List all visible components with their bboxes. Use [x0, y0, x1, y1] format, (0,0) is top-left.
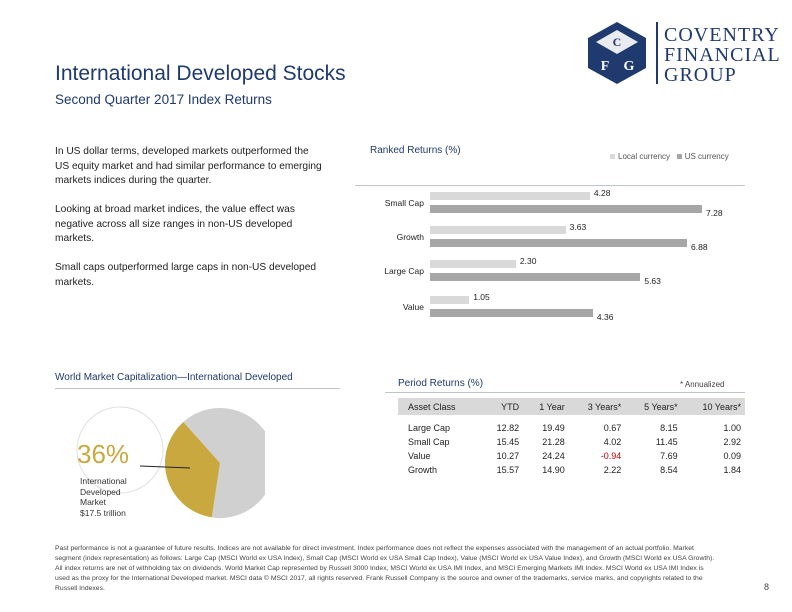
period-returns-title: Period Returns (%)	[398, 378, 484, 389]
table-cell: 24.24	[542, 451, 565, 461]
pie-slice-international	[165, 422, 220, 518]
table-cell: 21.28	[542, 437, 565, 447]
data-label: 1.05	[473, 292, 490, 302]
col-ytd: YTD	[481, 398, 524, 415]
legend-local-swatch	[610, 154, 615, 160]
table-row: Large Cap 12.82 19.49 0.67 8.15 1.00	[398, 415, 745, 435]
chart-legend: Local currency US currency	[610, 152, 729, 161]
data-label: 5.63	[644, 276, 661, 286]
col-3-years: 3 Years*	[568, 398, 626, 415]
footer-disclaimer: Past performance is not a guarantee of f…	[55, 545, 715, 592]
data-label: 2.30	[519, 256, 537, 266]
annualized-note: * Annualized	[680, 380, 725, 389]
table-cell: 15.57	[496, 465, 520, 475]
bar-local	[430, 192, 590, 200]
category-label: Large Cap	[384, 266, 424, 276]
table-row: Value 10.27 24.24 -0.94 7.69 0.09	[398, 449, 745, 463]
data-label: 4.28	[593, 188, 611, 198]
logo-line-1: COVENTRY	[664, 24, 780, 46]
category-label: Growth	[396, 232, 424, 242]
data-label: 4.36	[596, 312, 614, 322]
market-cap-label: International Developed Market $17.5 tri…	[80, 476, 127, 518]
data-label: 3.63	[569, 222, 587, 232]
period-returns-table: Asset Class YTD 1 Year 3 Years* 5 Years*…	[398, 398, 745, 477]
market-cap-percent: 36%	[77, 439, 129, 469]
table-cell: Growth	[408, 465, 438, 475]
body-paragraph-1: In US dollar terms, developed markets ou…	[55, 146, 322, 186]
body-paragraph-3: Small caps outperformed large caps in no…	[55, 262, 317, 288]
table-header-row: Asset Class YTD 1 Year 3 Years* 5 Years*…	[398, 398, 745, 415]
table-cell: 14.90	[542, 465, 565, 475]
table-cell-negative: -0.94	[600, 451, 622, 461]
market-cap-label-line: Market	[80, 497, 106, 507]
bar-local	[430, 260, 516, 268]
pie-slice-rest	[183, 408, 265, 518]
table-cell: 0.67	[603, 423, 622, 433]
col-1-year: 1 Year	[523, 398, 569, 415]
table-cell: 7.69	[660, 451, 678, 461]
table-cell: 10.27	[496, 451, 520, 461]
table-cell: 1.84	[723, 465, 741, 475]
table-cell: 8.15	[660, 423, 678, 433]
col-5-years: 5 Years*	[625, 398, 682, 415]
logo-line-3: GROUP	[664, 64, 737, 86]
table-cell: 19.49	[542, 423, 565, 433]
market-cap-label-line: $17.5 trillion	[80, 507, 126, 518]
table-cell: 8.54	[660, 465, 678, 475]
period-returns-divider	[385, 392, 745, 393]
market-cap-label-line: International	[80, 476, 127, 486]
cfg-mark-icon: C F G	[588, 22, 646, 84]
percent-callout-circle	[76, 406, 164, 494]
table-cell: 15.45	[496, 437, 520, 447]
bar-us	[430, 205, 702, 213]
table-cell: Large Cap	[408, 423, 451, 433]
table-cell: 1.00	[723, 423, 741, 433]
ranked-returns-title: Ranked Returns (%)	[370, 145, 461, 156]
legend-local: Local currency	[610, 152, 670, 161]
chart-divider	[355, 185, 745, 186]
logo-mark-g: G	[624, 59, 635, 74]
bar-local	[430, 226, 566, 234]
logo-line-2: FINANCIAL	[664, 44, 781, 66]
category-label: Value	[402, 302, 424, 312]
market-cap-label-line: Developed	[80, 486, 121, 497]
page-title: International Developed Stocks	[55, 62, 346, 85]
legend-us-swatch	[676, 154, 682, 160]
market-cap-pie: 36%	[76, 406, 265, 518]
col-10-years: 10 Years*	[681, 398, 745, 415]
data-label: 7.28	[706, 208, 723, 218]
table-cell: 11.45	[655, 437, 678, 447]
body-paragraph-2: Looking at broad market indices, the val…	[55, 204, 295, 244]
table-cell: 2.92	[723, 437, 741, 447]
logo-divider	[656, 22, 658, 84]
page-number: 8	[764, 582, 770, 592]
logo-mark-f: F	[601, 59, 610, 74]
table-cell: 12.82	[496, 423, 520, 433]
page-subtitle: Second Quarter 2017 Index Returns	[55, 92, 272, 107]
market-cap-title: World Market Capitalization—Internationa…	[55, 372, 293, 383]
data-label: 6.88	[691, 242, 708, 252]
table-cell: 4.02	[603, 437, 622, 447]
bar-local	[430, 296, 470, 304]
table-cell: Small Cap	[408, 437, 450, 447]
bar-us	[430, 239, 688, 247]
table-row: Growth 15.57 14.90 2.22 8.54 1.84	[398, 463, 745, 477]
market-cap-divider	[55, 388, 340, 389]
bar-us	[430, 309, 593, 317]
callout-line	[139, 465, 191, 469]
table-cell: Value	[408, 451, 431, 461]
col-asset-class: Asset Class	[398, 398, 482, 415]
category-label: Small Cap	[384, 198, 424, 208]
table-cell: 2.22	[603, 465, 622, 475]
logo-mark-c: C	[613, 35, 622, 49]
table-row: Small Cap 15.45 21.28 4.02 11.45 2.92	[398, 435, 745, 449]
legend-us: US currency	[676, 152, 729, 161]
bar-us	[430, 273, 641, 281]
table-cell: 0.09	[723, 451, 741, 461]
